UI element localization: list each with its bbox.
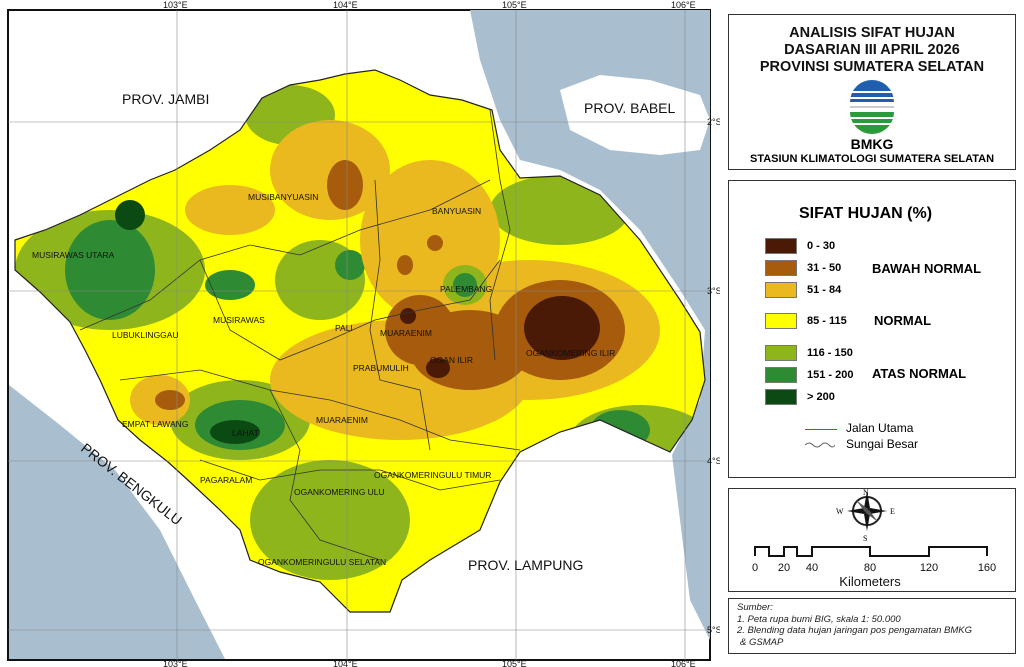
neighbor-label: PROV. BABEL: [584, 100, 676, 116]
scale-unit: Kilometers: [839, 574, 901, 589]
legend-range: 0 - 30: [807, 240, 836, 252]
compass-s: S: [863, 534, 867, 543]
map-title-line: PROVINSI SUMATERA SELATAN: [759, 59, 985, 75]
scale-tick: 80: [864, 562, 876, 574]
legend-swatch: [765, 282, 797, 298]
region-label: LUBUKLINGGAU: [112, 330, 179, 340]
region-label: MUARAENIM: [380, 328, 432, 338]
legend-range: 85 - 115: [807, 315, 847, 327]
graticule: [8, 10, 710, 660]
region-label: OGANKOMERINGULU TIMUR: [374, 470, 491, 480]
rainfall-map: 103°E 104°E 105°E 106°E 103°E 104°E 105°…: [7, 0, 720, 667]
legend-category: NORMAL: [874, 313, 932, 328]
legend-category: ATAS NORMAL: [872, 366, 967, 381]
legend-swatch: [765, 367, 797, 383]
title-panel: ANALISIS SIFAT HUJAN DASARIAN III APRIL …: [728, 14, 1016, 170]
road-line-icon: [805, 429, 837, 430]
lat-tick: 4°S: [707, 456, 720, 466]
babel-island: [560, 75, 710, 155]
region-label: OGAN ILIR: [430, 355, 473, 365]
scale-tick: 120: [920, 562, 938, 574]
lon-tick-bottom: 105°E: [502, 659, 527, 667]
lon-tick-top: 105°E: [502, 0, 527, 10]
logo-text: BMKG: [850, 136, 894, 152]
legend-swatch: [765, 345, 797, 361]
source-item: & GSMAP: [740, 636, 784, 648]
lon-tick-top: 103°E: [163, 0, 188, 10]
region-label: BANYUASIN: [432, 206, 481, 216]
legend-title: SIFAT HUJAN (%): [799, 205, 933, 222]
region-label: PAGARALAM: [200, 475, 252, 485]
legend-category: BAWAH NORMAL: [872, 261, 982, 276]
legend-line-label: Jalan Utama: [846, 421, 914, 435]
district-boundaries: [79, 109, 521, 561]
lon-tick-bottom: 106°E: [671, 659, 696, 667]
lat-tick: 2°S: [707, 117, 720, 127]
river-line-icon: [805, 442, 835, 448]
region-label: OGANKOMERING ILIR: [526, 348, 615, 358]
region-label: PALEMBANG: [440, 284, 492, 294]
region-label: MUARAENIM: [316, 415, 368, 425]
region-label: MUSIRAWAS: [213, 315, 265, 325]
scale-tick: 0: [752, 562, 758, 574]
scale-tick: 160: [978, 562, 996, 574]
region-label: PRABUMULIH: [353, 363, 409, 373]
source-panel: Sumber: 1. Peta rupa bumi BIG, skala 1: …: [728, 598, 1016, 654]
lon-tick-bottom: 103°E: [163, 659, 188, 667]
compass-e: E: [890, 507, 895, 516]
station-name: STASIUN KLIMATOLOGI SUMATERA SELATAN: [749, 153, 995, 165]
sea-east: [470, 10, 710, 640]
lat-tick: 3°S: [707, 286, 720, 296]
region-label: PALI: [335, 323, 353, 333]
region-label: OGANKOMERINGULU SELATAN: [258, 557, 386, 567]
compass-w: W: [836, 507, 844, 516]
legend-swatch: [765, 260, 797, 276]
lon-tick-top: 104°E: [333, 0, 358, 10]
source-item: 1. Peta rupa bumi BIG, skala 1: 50.000: [737, 613, 901, 625]
region-label: MUSIRAWAS UTARA: [32, 250, 115, 260]
neighbor-label: PROV. JAMBI: [122, 91, 209, 107]
scale-bar: [754, 546, 988, 557]
region-label: MUSIBANYUASIN: [248, 192, 318, 202]
source-heading: Sumber:: [737, 602, 773, 613]
lon-tick-top: 106°E: [671, 0, 696, 10]
source-item: 2. Blending data hujan jaringan pos peng…: [737, 625, 973, 636]
legend-line-label: Sungai Besar: [846, 437, 919, 451]
map-title-line: DASARIAN III APRIL 2026: [784, 42, 960, 58]
region-label: LAHAT: [232, 428, 259, 438]
legend-swatch: [765, 238, 797, 254]
scale-tick: 40: [806, 562, 818, 574]
bmkg-logo-icon: [848, 80, 896, 134]
neighbor-label: PROV. LAMPUNG: [468, 557, 583, 573]
legend-panel: SIFAT HUJAN (%) 0 - 30 31 - 50 51 - 84 8…: [728, 180, 1016, 478]
lat-tick: 5°S: [707, 625, 720, 635]
legend-range: > 200: [807, 391, 835, 403]
region-label: EMPAT LAWANG: [122, 419, 188, 429]
lon-tick-bottom: 104°E: [333, 659, 358, 667]
legend-range: 51 - 84: [807, 284, 842, 296]
map-title-line: ANALISIS SIFAT HUJAN: [789, 25, 955, 41]
scale-tick: 20: [778, 562, 790, 574]
sea-west: [9, 385, 225, 659]
legend-range: 31 - 50: [807, 262, 842, 274]
scale-panel: N S E W 0 20 40 80 120 160 Kilometers: [728, 488, 1016, 592]
legend-range: 151 - 200: [807, 369, 854, 381]
legend-swatch: [765, 313, 797, 329]
legend-range: 116 - 150: [807, 347, 853, 359]
compass-rose-icon: N S E W: [836, 489, 895, 543]
region-label: OGANKOMERING ULU: [294, 487, 385, 497]
compass-n: N: [863, 489, 869, 497]
legend-swatch: [765, 389, 797, 405]
